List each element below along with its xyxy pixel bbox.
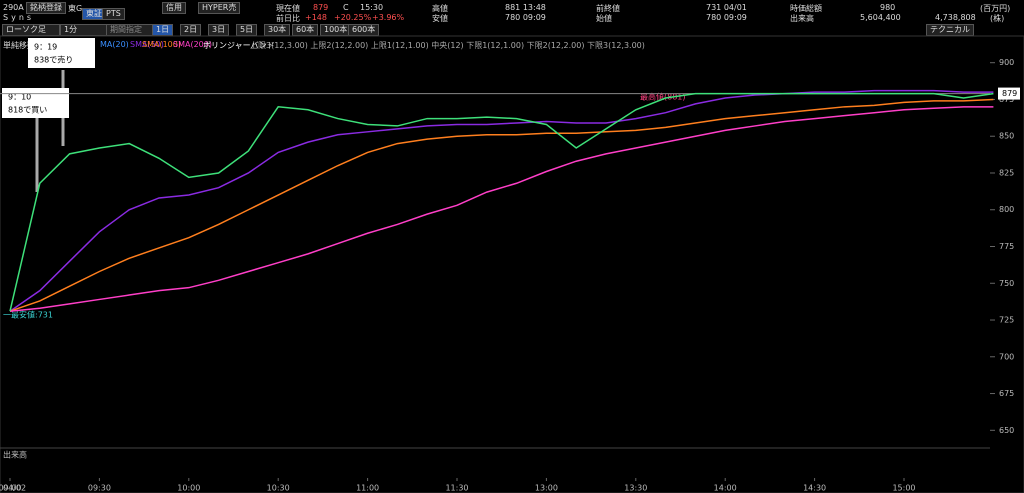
unit: (百万円) — [980, 4, 1011, 13]
y-tick-label: 675 — [999, 389, 1014, 398]
legend-item: 上限3(12,3.00) 上限2(12,2.00) 上限1(12,1.00) 中… — [250, 41, 645, 50]
y-tick-label: 725 — [999, 316, 1014, 325]
value: 780 09:09 — [505, 13, 546, 22]
label: 前日比 — [276, 14, 300, 23]
market: 東G — [68, 4, 83, 13]
label: 出来高 — [790, 14, 814, 23]
date-label: 04/02 — [3, 484, 26, 493]
x-tick-label: 09:30 — [88, 484, 111, 493]
current-price-label: 879 — [1002, 89, 1017, 98]
value: 780 09:09 — [706, 13, 747, 22]
x-tick-label: 14:30 — [803, 484, 826, 493]
register-button[interactable]: 銘柄登録 — [26, 2, 66, 14]
value: 731 04/01 — [706, 3, 747, 12]
legend-item: SMA(100) — [142, 40, 181, 49]
value: C — [343, 3, 349, 12]
value: +20.25% — [334, 13, 372, 22]
legend-item: ボリンジャーバンド — [203, 41, 275, 50]
y-tick-label: 750 — [999, 279, 1014, 288]
stock-name: Syns — [3, 13, 35, 22]
sma-line — [9, 106, 994, 312]
label: 前終値 — [596, 4, 620, 13]
hyper-button[interactable]: HYPER売 — [198, 2, 241, 14]
annotation: 9：10 — [8, 93, 31, 102]
y-tick-label: 900 — [999, 58, 1014, 67]
margin-button[interactable]: 信用 — [162, 2, 186, 14]
y-tick-label: 800 — [999, 205, 1014, 214]
x-tick-label: 14:00 — [714, 484, 737, 493]
high-marker: 最高値(881) — [640, 92, 686, 102]
legend-item: SMA(50) — [130, 40, 164, 49]
value: 881 13:48 — [505, 3, 546, 12]
legend-item: SMA(200) — [173, 40, 212, 49]
label: 時価総額 — [790, 4, 822, 13]
y-tick-label: 850 — [999, 132, 1014, 141]
annotation-box — [2, 88, 69, 118]
x-tick-label: 10:30 — [267, 484, 290, 493]
label: 現在値 — [276, 4, 300, 13]
y-tick-label: 650 — [999, 426, 1014, 435]
low-marker: 一最安値:731 — [3, 310, 53, 320]
price-line — [9, 92, 994, 312]
x-tick-label: 13:00 — [535, 484, 558, 493]
volume-label: 出来高 — [3, 450, 27, 460]
x-tick-label: 09:00 — [0, 484, 22, 493]
y-tick-label: 825 — [999, 168, 1014, 177]
pts-button[interactable]: PTS — [102, 8, 125, 20]
chart-frame — [0, 35, 1024, 493]
value: 980 — [880, 3, 896, 12]
code: 290A — [3, 3, 24, 12]
annotation: 818で買い — [8, 106, 47, 115]
x-tick-label: 15:00 — [892, 484, 915, 493]
value: 4,738,808 — [935, 13, 976, 22]
value: 5,604,400 — [860, 13, 901, 22]
value: 15:30 — [360, 3, 384, 12]
x-tick-label: 10:00 — [177, 484, 200, 493]
legend-prefix: 単純移動 — [3, 41, 35, 50]
current-price-box — [998, 87, 1020, 100]
value: +3.96% — [372, 13, 405, 22]
annotation: 838で売り — [34, 55, 73, 65]
annotation-box — [28, 38, 95, 68]
y-tick-label: 700 — [999, 352, 1014, 361]
label: 始値 — [596, 14, 612, 23]
sma-line — [9, 98, 994, 312]
annotation: 9：19 — [34, 43, 57, 52]
label: 安値 — [432, 14, 448, 23]
x-tick-label: 11:00 — [356, 484, 379, 493]
value: 879 — [313, 3, 329, 12]
value: +148 — [305, 13, 327, 22]
label: 高値 — [432, 4, 448, 13]
legend-item: MA(20) — [100, 40, 129, 49]
sma-line — [9, 89, 994, 312]
y-tick-label: 775 — [999, 242, 1014, 251]
unit: (株) — [990, 14, 1005, 23]
x-tick-label: 11:30 — [445, 484, 468, 493]
x-tick-label: 13:30 — [624, 484, 647, 493]
